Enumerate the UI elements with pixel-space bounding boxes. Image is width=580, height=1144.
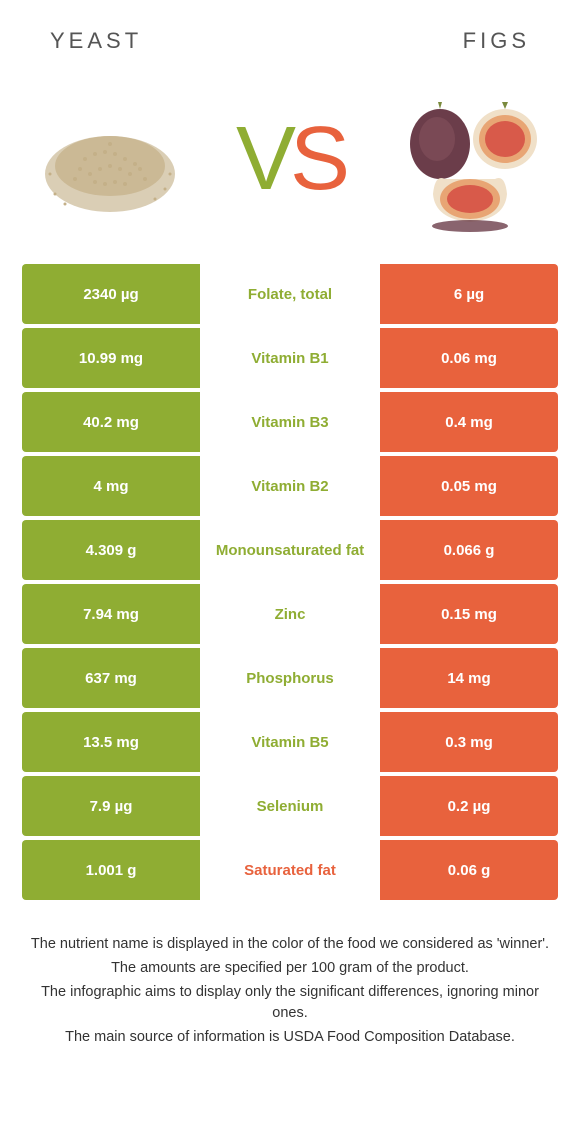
right-value: 0.4 mg	[380, 392, 558, 452]
left-value: 13.5 mg	[22, 712, 200, 772]
nutrient-row: 4.309 gMonounsaturated fat0.066 g	[22, 520, 558, 580]
footer-line-1: The nutrient name is displayed in the co…	[25, 934, 555, 956]
nutrient-row: 4 mgVitamin B20.05 mg	[22, 456, 558, 516]
left-value: 10.99 mg	[22, 328, 200, 388]
right-value: 0.066 g	[380, 520, 558, 580]
left-value: 637 mg	[22, 648, 200, 708]
food-left-title: YEAST	[50, 28, 142, 54]
left-value: 4 mg	[22, 456, 200, 516]
nutrient-name: Vitamin B2	[200, 456, 380, 516]
vs-label: VS	[236, 114, 344, 204]
nutrient-row: 10.99 mgVitamin B10.06 mg	[22, 328, 558, 388]
nutrient-name: Monounsaturated fat	[200, 520, 380, 580]
right-value: 0.05 mg	[380, 456, 558, 516]
nutrient-row: 7.9 µgSelenium0.2 µg	[22, 776, 558, 836]
nutrient-row: 40.2 mgVitamin B30.4 mg	[22, 392, 558, 452]
footer-text: The nutrient name is displayed in the co…	[0, 904, 580, 1049]
right-value: 0.3 mg	[380, 712, 558, 772]
nutrient-row: 1.001 gSaturated fat0.06 g	[22, 840, 558, 900]
header-row: YEAST FIGS	[0, 0, 580, 64]
nutrient-name: Phosphorus	[200, 648, 380, 708]
footer-line-3: The infographic aims to display only the…	[25, 982, 555, 1026]
nutrient-row: 7.94 mgZinc0.15 mg	[22, 584, 558, 644]
nutrient-row: 13.5 mgVitamin B50.3 mg	[22, 712, 558, 772]
comparison-infographic: YEAST FIGS VS	[0, 0, 580, 1049]
left-value: 7.94 mg	[22, 584, 200, 644]
left-value: 4.309 g	[22, 520, 200, 580]
footer-line-2: The amounts are specified per 100 gram o…	[25, 958, 555, 980]
left-value: 40.2 mg	[22, 392, 200, 452]
nutrient-name: Vitamin B5	[200, 712, 380, 772]
nutrient-name: Saturated fat	[200, 840, 380, 900]
nutrient-row: 637 mgPhosphorus14 mg	[22, 648, 558, 708]
left-value: 7.9 µg	[22, 776, 200, 836]
left-value: 2340 µg	[22, 264, 200, 324]
right-value: 14 mg	[380, 648, 558, 708]
nutrient-table: 2340 µgFolate, total6 µg10.99 mgVitamin …	[0, 264, 580, 900]
images-row: VS	[0, 64, 580, 264]
right-value: 0.06 mg	[380, 328, 558, 388]
nutrient-name: Vitamin B1	[200, 328, 380, 388]
nutrient-name: Zinc	[200, 584, 380, 644]
right-value: 6 µg	[380, 264, 558, 324]
nutrient-row: 2340 µgFolate, total6 µg	[22, 264, 558, 324]
nutrient-name: Selenium	[200, 776, 380, 836]
footer-line-4: The main source of information is USDA F…	[25, 1027, 555, 1049]
right-value: 0.15 mg	[380, 584, 558, 644]
right-value: 0.2 µg	[380, 776, 558, 836]
left-value: 1.001 g	[22, 840, 200, 900]
yeast-image	[25, 74, 195, 244]
right-value: 0.06 g	[380, 840, 558, 900]
figs-image	[385, 74, 555, 244]
nutrient-name: Vitamin B3	[200, 392, 380, 452]
food-right-title: FIGS	[463, 28, 530, 54]
vs-v: V	[236, 114, 290, 204]
vs-s: S	[290, 114, 344, 204]
nutrient-name: Folate, total	[200, 264, 380, 324]
